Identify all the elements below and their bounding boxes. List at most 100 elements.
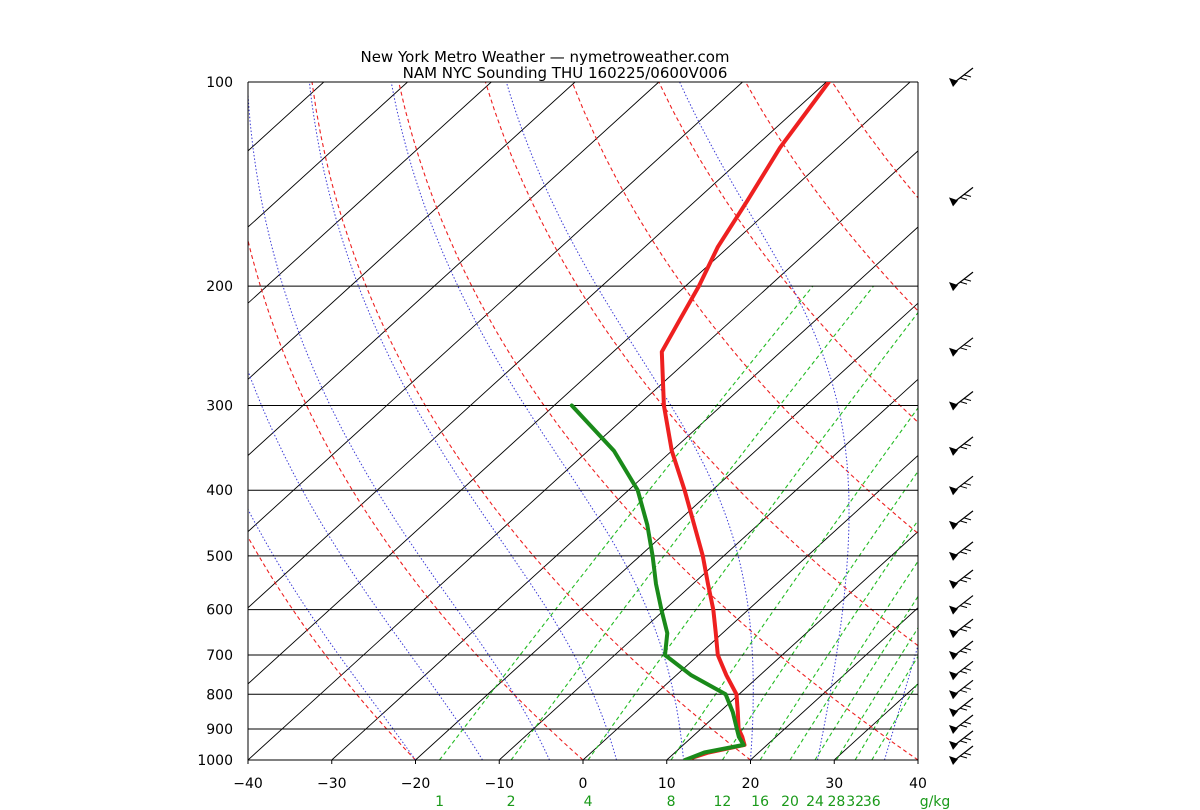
isotherm-line	[248, 82, 827, 609]
wind-barb-feather	[959, 670, 968, 674]
wind-barb-flag	[949, 650, 958, 660]
mixing-ratio-tick-label: 12	[713, 794, 731, 810]
isotherm-line	[248, 82, 743, 533]
wind-barb-flag	[949, 629, 958, 639]
pressure-tick-label: 100	[206, 75, 233, 91]
dry-adiabat	[248, 536, 416, 760]
wind-barb-feather	[963, 721, 972, 725]
moist-adiabat	[248, 86, 550, 760]
isotherm-line	[248, 82, 325, 152]
dry-adiabat	[248, 238, 584, 760]
temperature-tick-label: 10	[658, 776, 676, 792]
wind-barb-feather	[963, 74, 972, 78]
pressure-tick-label: 600	[206, 603, 233, 619]
wind-barb-feather	[963, 443, 972, 447]
dry-adiabat	[919, 82, 1200, 760]
dry-adiabat	[311, 82, 751, 760]
wind-barb-feather	[959, 401, 968, 404]
wind-barb-feather	[963, 752, 972, 756]
isotherm-line	[415, 302, 918, 760]
isotherm-line	[248, 82, 660, 457]
wind-barb-feather	[959, 551, 968, 555]
wind-barb-feather	[959, 77, 968, 81]
temperature-tick-label: 30	[825, 776, 843, 792]
dry-adiabat	[1092, 82, 1200, 760]
temperature-tick-label: −20	[401, 776, 431, 792]
wind-barb-feather	[963, 548, 972, 552]
dry-adiabat	[831, 82, 918, 199]
wind-barb-flag	[949, 690, 958, 700]
temperature-tick-label: 40	[909, 776, 927, 792]
pressure-tick-label: 900	[206, 722, 233, 738]
wind-barb-feather	[963, 686, 972, 690]
wind-barb-flag	[949, 671, 958, 681]
wind-barb-flag	[949, 486, 958, 496]
wind-barb-feather	[959, 650, 968, 654]
wind-barb-feather	[959, 485, 968, 489]
moist-adiabat	[248, 369, 483, 760]
mixing-ratio-tick-label: 32	[846, 794, 864, 810]
pressure-tick-label: 400	[206, 483, 233, 499]
moist-adiabat	[505, 82, 754, 760]
mixing-ratio-tick-label: 1	[435, 794, 444, 810]
wind-barb-feather	[959, 520, 968, 524]
mixing-ratio-tick-label: 8	[667, 794, 676, 810]
wind-barb-feather	[963, 704, 972, 708]
wind-barb-feather	[963, 576, 972, 580]
mixing-ratio-line	[835, 626, 918, 760]
wind-barb-flag	[949, 197, 958, 207]
wind-barb-feather	[959, 196, 968, 200]
moist-adiabat	[884, 643, 918, 760]
sounding-traces	[569, 82, 831, 760]
wind-barb-feather	[959, 628, 968, 632]
wind-barb-feather	[959, 446, 968, 450]
wind-barb-feather	[963, 398, 972, 401]
wind-barb-flag	[949, 756, 958, 765]
chart-title: New York Metro Weather — nymetroweather.…	[360, 48, 729, 66]
plot-frame	[247, 82, 919, 760]
mixing-ratio-tick-label: 4	[584, 794, 593, 810]
temperature-trace	[659, 82, 831, 760]
isotherm-line	[248, 150, 918, 760]
wind-barb-flag	[949, 551, 958, 561]
wind-barb-flag	[949, 401, 958, 411]
mixing-ratio-tick-label: 20	[781, 794, 799, 810]
wind-barb-feather	[959, 605, 968, 609]
wind-barb-feather	[963, 667, 972, 671]
moist-adiabat	[248, 508, 416, 760]
wind-barb-feather	[959, 347, 968, 351]
wind-barb-flag	[949, 446, 958, 456]
isotherm-line	[248, 82, 576, 380]
wind-barb-flag	[949, 579, 958, 589]
pressure-tick-label: 300	[206, 398, 233, 414]
wind-barb-feather	[963, 482, 972, 486]
wind-barb-flag	[949, 724, 958, 734]
temperature-tick-label: 0	[579, 776, 588, 792]
wind-barb-feather	[963, 193, 972, 197]
wind-barb-feather	[963, 647, 972, 651]
wind-barb-feather	[959, 707, 968, 711]
wind-barb-feather	[959, 740, 968, 744]
wind-barb-feather	[959, 281, 968, 285]
temperature-tick-label: −40	[233, 776, 263, 792]
pressure-tick-label: 200	[206, 279, 233, 295]
wind-barb-flag	[949, 708, 958, 718]
pressure-tick-label: 1000	[197, 753, 233, 769]
wind-barb-feather	[959, 724, 968, 728]
temperature-tick-label: 20	[742, 776, 760, 792]
dewpoint-trace	[569, 403, 746, 760]
wind-barb-feather	[963, 517, 972, 521]
isotherm-line	[917, 759, 918, 760]
wind-barb-flag	[949, 520, 958, 530]
isotherm-line	[750, 607, 918, 760]
temperature-tick-label: −30	[317, 776, 347, 792]
isotherm-line	[498, 378, 918, 760]
dry-adiabat	[398, 82, 918, 760]
isotherm-line	[666, 530, 918, 760]
isotherm-line	[1002, 82, 1200, 760]
mixing-ratio-line	[789, 560, 918, 760]
wind-barb-flag	[949, 740, 958, 750]
wind-barbs	[949, 67, 974, 765]
mixing-ratio-line	[854, 655, 918, 760]
